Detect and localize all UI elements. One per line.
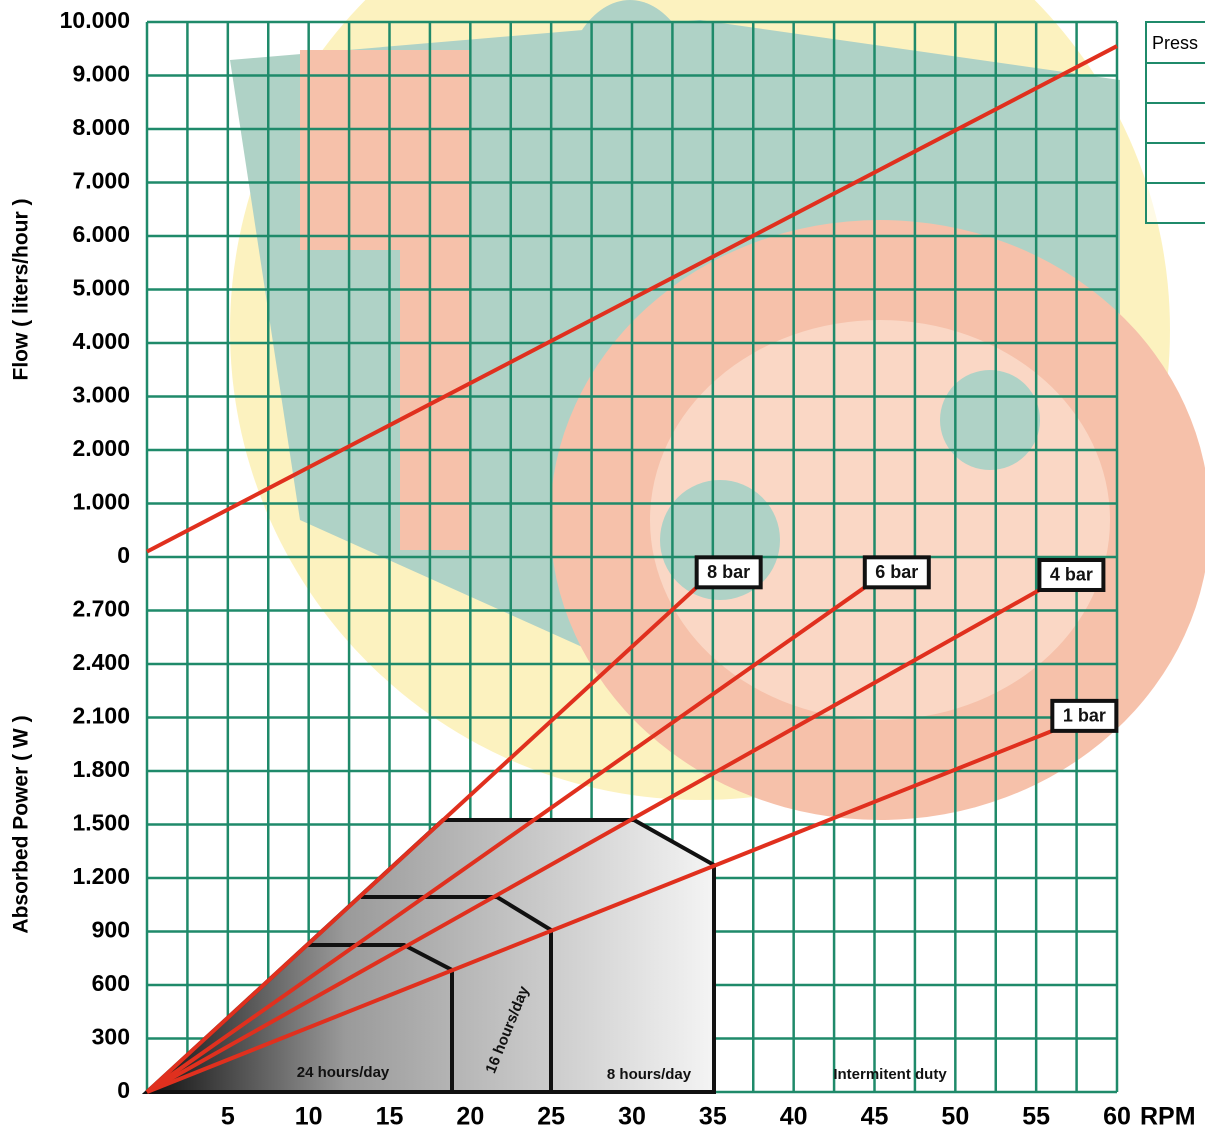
series-label: 8 bar [707, 562, 750, 582]
side-table-header: Press [1152, 33, 1198, 53]
watermark [230, 0, 1205, 820]
x-tick-label: 50 [941, 1103, 969, 1131]
y-tick-label: 1.200 [72, 863, 130, 889]
y-tick-label: 6.000 [72, 221, 130, 247]
x-tick-label: 45 [861, 1103, 889, 1131]
y-axis-label: Absorbed Power ( W ) [10, 715, 33, 933]
y-axis-label: Flow ( liters/hour ) [10, 199, 33, 381]
y-tick-label: 600 [92, 970, 130, 996]
duty-divider [361, 895, 553, 1092]
data-line [146, 729, 1054, 1094]
x-axis-label: RPM [1140, 1103, 1196, 1131]
y-tick-label: 2.100 [72, 703, 130, 729]
annotation: 24 hours/day [297, 1064, 390, 1081]
x-tick-label: 5 [221, 1103, 235, 1131]
y-tick-label: 8.000 [72, 114, 130, 140]
y-tick-label: 2.400 [72, 649, 130, 675]
series-label: 6 bar [875, 562, 918, 582]
data-line [145, 585, 699, 1094]
y-tick-label: 5.000 [72, 275, 130, 301]
y-tick-label: 900 [92, 917, 130, 943]
y-tick-label: 4.000 [72, 328, 130, 354]
y-tick-label: 10.000 [60, 7, 130, 33]
y-tick-label: 0 [117, 1077, 130, 1103]
annotation: Intermitent duty [833, 1066, 947, 1083]
x-tick-label: 10 [295, 1103, 323, 1131]
y-tick-label: 9.000 [72, 61, 130, 87]
duty-zone [141, 818, 716, 1094]
data-line [146, 588, 1041, 1094]
series-label: 1 bar [1063, 706, 1106, 726]
data-line [145, 585, 866, 1094]
y-tick-label: 2.700 [72, 596, 130, 622]
annotation: 8 hours/day [607, 1066, 692, 1083]
y-tick-label: 300 [92, 1024, 130, 1050]
y-tick-label: 7.000 [72, 168, 130, 194]
y-tick-label: 1.500 [72, 810, 130, 836]
series-label: 4 bar [1050, 565, 1093, 585]
y-tick-label: 1.000 [72, 489, 130, 515]
x-tick-label: 35 [699, 1103, 727, 1131]
x-tick-label: 15 [376, 1103, 404, 1131]
x-tick-label: 20 [456, 1103, 484, 1131]
x-tick-label: 30 [618, 1103, 646, 1131]
y-tick-label: 2.000 [72, 435, 130, 461]
x-tick-label: 60 [1103, 1103, 1131, 1131]
y-tick-label: 0 [117, 542, 130, 568]
y-tick-label: 1.800 [72, 756, 130, 782]
marks: 8 bar 6 bar 4 bar 1 bar [145, 44, 1119, 1094]
x-tick-label: 40 [780, 1103, 808, 1131]
series-label-box [694, 555, 763, 590]
series-label-box [1037, 557, 1106, 592]
series-label-box [1050, 698, 1119, 733]
series-label-box [862, 555, 931, 590]
side-table [1145, 21, 1205, 224]
data-line [146, 44, 1118, 554]
y-tick-label: 3.000 [72, 382, 130, 408]
x-tick-label: 25 [537, 1103, 565, 1131]
x-tick-label: 55 [1022, 1103, 1050, 1131]
